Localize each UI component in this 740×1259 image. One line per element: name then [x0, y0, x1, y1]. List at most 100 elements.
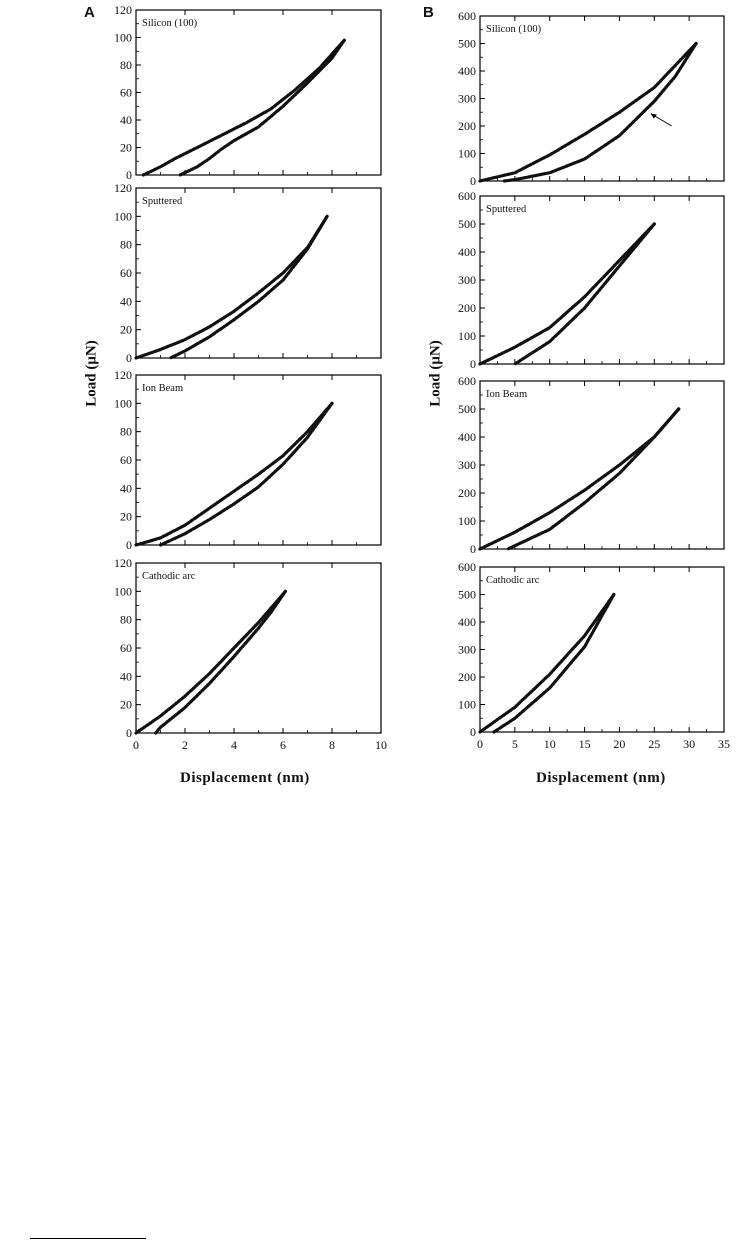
arrow-head — [650, 113, 657, 119]
plot-frame — [479, 15, 725, 182]
y-tick-label: 0 — [126, 351, 132, 365]
x-tick-label: 6 — [280, 738, 286, 752]
loading-curve — [478, 407, 681, 551]
footnote-rule — [30, 1238, 146, 1239]
x-tick-label: 4 — [231, 738, 237, 752]
plot-frame — [135, 187, 382, 359]
y-tick-label: 80 — [120, 58, 132, 72]
y-tick-label: 100 — [114, 209, 132, 223]
subplot-7: 0 100 200 300 400 500 600 0 5 10 15 20 25 30 35 Cathodi… — [458, 560, 730, 751]
unloading-curve — [513, 222, 656, 366]
y-tick-label: 600 — [458, 189, 476, 203]
unloading-curve — [506, 407, 681, 551]
y-tick-label: 600 — [458, 560, 476, 574]
y-tick-label: 100 — [458, 329, 476, 343]
x-tick-label: 2 — [182, 738, 188, 752]
panel-a-letter: A — [84, 4, 95, 21]
y-tick-label: 600 — [458, 9, 476, 23]
sample-label: Cathodic arc — [486, 575, 540, 586]
y-tick-label: 500 — [458, 588, 476, 602]
y-tick-label: 0 — [470, 357, 476, 371]
y-tick-label: 80 — [120, 238, 132, 252]
y-tick-label: 80 — [120, 613, 132, 627]
plot-frame — [135, 9, 382, 176]
y-tick-label: 400 — [458, 245, 476, 259]
y-tick-label: 400 — [458, 430, 476, 444]
y-tick-label: 500 — [458, 402, 476, 416]
unloading-curve — [158, 401, 334, 547]
y-tick-label: 300 — [458, 273, 476, 287]
y-tick-label: 40 — [120, 481, 132, 495]
y-tick-label: 0 — [126, 538, 132, 552]
unloading-curve — [502, 41, 698, 183]
y-tick-label: 200 — [458, 301, 476, 315]
x-tick-label: 5 — [512, 737, 518, 751]
y-tick-label: 400 — [458, 615, 476, 629]
x-tick-label: 15 — [579, 737, 591, 751]
y-tick-label: 100 — [114, 31, 132, 45]
figure: A B Load (μN) Load (μN) Displacement (nm… — [84, 3, 731, 786]
subplot-0: 0 20 40 60 80 100 120 Silicon (100) — [114, 3, 382, 182]
subplot-6: 0 100 200 300 400 500 600 Ion Beam — [458, 374, 725, 556]
y-tick-label: 40 — [120, 294, 132, 308]
y-tick-label: 0 — [470, 725, 476, 739]
y-tick-label: 40 — [120, 669, 132, 683]
y-tick-label: 0 — [470, 174, 476, 188]
y-tick-label: 0 — [470, 542, 476, 556]
loading-curve — [478, 41, 698, 183]
x-tick-label: 0 — [477, 737, 483, 751]
x-tick-label: 25 — [648, 737, 660, 751]
sample-label: Silicon (100) — [486, 24, 542, 35]
y-tick-label: 120 — [114, 368, 132, 382]
sample-label: Silicon (100) — [142, 18, 198, 29]
unloading-curve — [168, 214, 329, 360]
subplot-2: 0 20 40 60 80 100 120 Ion Beam — [114, 368, 382, 552]
y-tick-label: 20 — [120, 141, 132, 155]
y-tick-label: 100 — [114, 584, 132, 598]
sample-label: Cathodic arc — [142, 571, 196, 582]
y-tick-label: 0 — [126, 168, 132, 182]
loading-curve — [134, 401, 334, 547]
y-tick-label: 200 — [458, 119, 476, 133]
x-tick-label: 10 — [544, 737, 556, 751]
sample-label: Ion Beam — [486, 389, 527, 400]
x-tick-label: 35 — [718, 737, 730, 751]
y-tick-label: 300 — [458, 458, 476, 472]
loading-curve — [141, 38, 346, 177]
sample-label: Sputtered — [486, 204, 527, 215]
y-tick-label: 500 — [458, 37, 476, 51]
subplot-4: 0 100 200 300 400 500 600 Silicon (100) — [458, 9, 725, 188]
y-tick-label: 300 — [458, 643, 476, 657]
y-tick-label: 100 — [114, 396, 132, 410]
y-tick-label: 100 — [458, 698, 476, 712]
subplot-5: 0 100 200 300 400 500 600 Sputtered — [458, 189, 725, 371]
y-tick-label: 120 — [114, 3, 132, 17]
unloading-curve — [492, 592, 616, 734]
y-tick-label: 100 — [458, 147, 476, 161]
y-tick-label: 100 — [458, 514, 476, 528]
x-tick-label: 30 — [683, 737, 695, 751]
y-tick-label: 300 — [458, 92, 476, 106]
y-tick-label: 200 — [458, 670, 476, 684]
loading-curve — [478, 222, 656, 366]
y-tick-label: 20 — [120, 698, 132, 712]
y-tick-label: 500 — [458, 217, 476, 231]
x-tick-label: 20 — [613, 737, 625, 751]
y-tick-label: 80 — [120, 425, 132, 439]
plot-frame — [479, 380, 725, 550]
loading-curve — [134, 214, 329, 360]
y-tick-label: 60 — [120, 266, 132, 280]
loading-curve — [134, 589, 287, 735]
loading-curve — [478, 592, 616, 734]
y-tick-label: 400 — [458, 64, 476, 78]
y-tick-label: 60 — [120, 641, 132, 655]
y-tick-label: 200 — [458, 486, 476, 500]
y-tick-label: 20 — [120, 510, 132, 524]
y-tick-label: 40 — [120, 113, 132, 127]
subplot-3: 0 20 40 60 80 100 120 0 2 4 6 8 10 Cathodic arc — [114, 556, 387, 752]
y-tick-label: 120 — [114, 181, 132, 195]
plot-frame — [135, 374, 382, 546]
x-tick-label: 10 — [375, 738, 387, 752]
y-tick-label: 120 — [114, 556, 132, 570]
